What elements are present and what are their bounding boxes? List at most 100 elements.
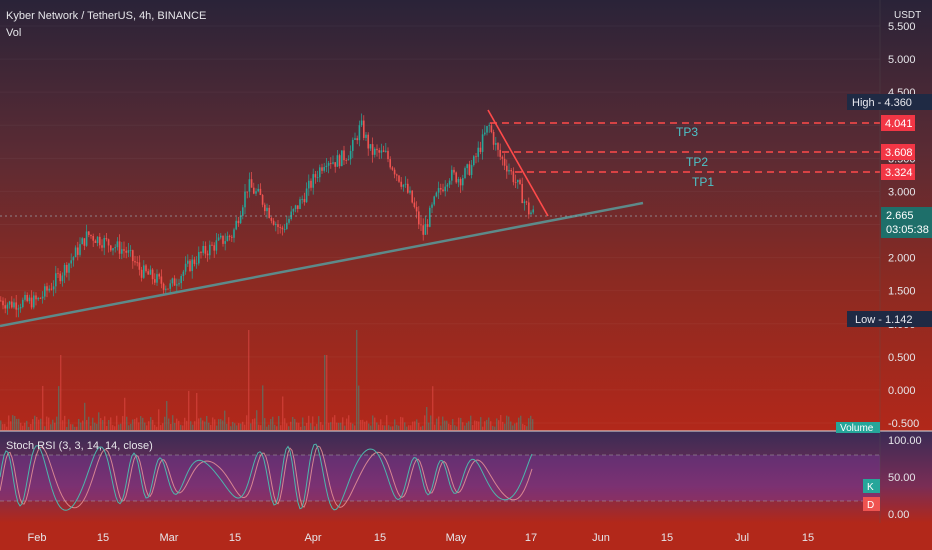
volume-bar — [448, 423, 450, 430]
candle-body — [231, 236, 233, 238]
volume-bar — [344, 425, 346, 430]
price-tick-label: 5.500 — [888, 21, 916, 33]
volume-bar — [52, 419, 54, 430]
volume-bar — [128, 425, 130, 430]
candle-body — [272, 220, 275, 225]
candle-body — [156, 274, 158, 283]
time-tick-label: 15 — [374, 532, 386, 544]
candle-body — [79, 244, 81, 255]
candle-body — [352, 139, 354, 151]
candle-body — [325, 165, 328, 168]
volume-bar — [318, 416, 320, 430]
candle-body — [81, 238, 83, 245]
candle-body — [24, 294, 26, 300]
volume-bar — [472, 425, 474, 430]
currency-label: USDT — [894, 10, 921, 21]
volume-bar — [194, 421, 196, 430]
volume-bar — [474, 420, 476, 430]
volume-bar — [328, 422, 330, 430]
candle-body — [158, 274, 160, 277]
volume-bar — [220, 419, 222, 430]
candle-body — [85, 231, 88, 246]
volume-bar — [340, 422, 342, 430]
volume-bar — [144, 422, 146, 430]
volume-bar — [36, 417, 38, 430]
volume-bar — [366, 420, 368, 430]
volume-bar — [96, 423, 98, 430]
time-axis[interactable]: Feb 15 Mar 15 Apr 15 May 17 Jun 15 Jul 15 — [28, 532, 815, 544]
candle-body — [429, 207, 431, 227]
candle-body — [74, 247, 77, 258]
countdown-text: 03:05:38 — [886, 224, 929, 236]
volume-bar — [342, 417, 344, 430]
volume-bar — [184, 417, 186, 430]
volume-bar — [300, 426, 302, 430]
candle-body — [413, 202, 416, 207]
volume-bar — [38, 419, 40, 430]
candle-body — [105, 238, 108, 240]
candle-body — [312, 174, 314, 188]
candle-body — [48, 288, 50, 291]
candle-body — [444, 186, 446, 192]
candle-body — [140, 269, 143, 278]
candle-body — [248, 179, 251, 192]
grid — [0, 25, 880, 424]
candle-body — [61, 275, 64, 282]
candle-body — [503, 158, 506, 166]
volume-bar — [138, 422, 140, 430]
candle-body — [19, 307, 22, 309]
volume-bar — [350, 422, 352, 430]
candle-body — [213, 245, 215, 251]
candle-body — [136, 262, 138, 264]
candle-body — [22, 299, 24, 308]
volume-badge — [836, 422, 880, 433]
volume-bar — [76, 426, 78, 430]
volume-bar — [100, 418, 102, 430]
volume-bar — [108, 420, 110, 430]
candle-body — [294, 205, 297, 210]
candle-body — [57, 273, 59, 275]
volume-bar — [88, 416, 90, 430]
volume-bar — [58, 386, 60, 430]
volume-bars — [0, 330, 534, 430]
volume-bar — [380, 419, 382, 430]
volume-bar — [332, 417, 334, 430]
volume-bar — [182, 425, 184, 430]
candle-body — [365, 134, 367, 138]
volume-bar — [116, 415, 118, 430]
rsi-axis[interactable]: 100.00 50.00 0.00 — [888, 435, 922, 521]
rsi-title: Stoch RSI (3, 3, 14, 14, close) — [6, 440, 153, 452]
volume-bar — [434, 424, 436, 430]
volume-bar — [114, 426, 116, 430]
candle-body — [171, 278, 174, 284]
volume-bar — [462, 422, 464, 430]
time-tick-label: May — [446, 532, 467, 544]
volume-bar — [258, 424, 260, 430]
candle-body — [165, 288, 167, 290]
candle-body — [55, 273, 57, 287]
candle-body — [235, 220, 237, 230]
time-tick-label: Mar — [160, 532, 179, 544]
candle-body — [479, 147, 482, 152]
last-price-text: 2.665 — [886, 210, 914, 222]
volume-bar — [516, 422, 518, 430]
time-axis-background — [0, 523, 932, 550]
candle-body — [286, 222, 288, 230]
candle-body — [182, 271, 185, 276]
volume-bar — [374, 417, 376, 430]
tp1-price-text: 3.324 — [885, 167, 913, 179]
volume-bar — [146, 425, 148, 430]
candle-body — [358, 125, 361, 141]
volume-bar — [424, 415, 426, 430]
volume-bar — [520, 415, 522, 430]
volume-indicator-label: Vol — [6, 27, 22, 39]
candle-body — [173, 278, 176, 286]
candle-body — [220, 235, 222, 238]
volume-bar — [80, 422, 82, 430]
candle-body — [387, 150, 389, 160]
candle-body — [237, 220, 240, 224]
volume-bar — [210, 424, 212, 430]
volume-bar — [364, 421, 366, 430]
